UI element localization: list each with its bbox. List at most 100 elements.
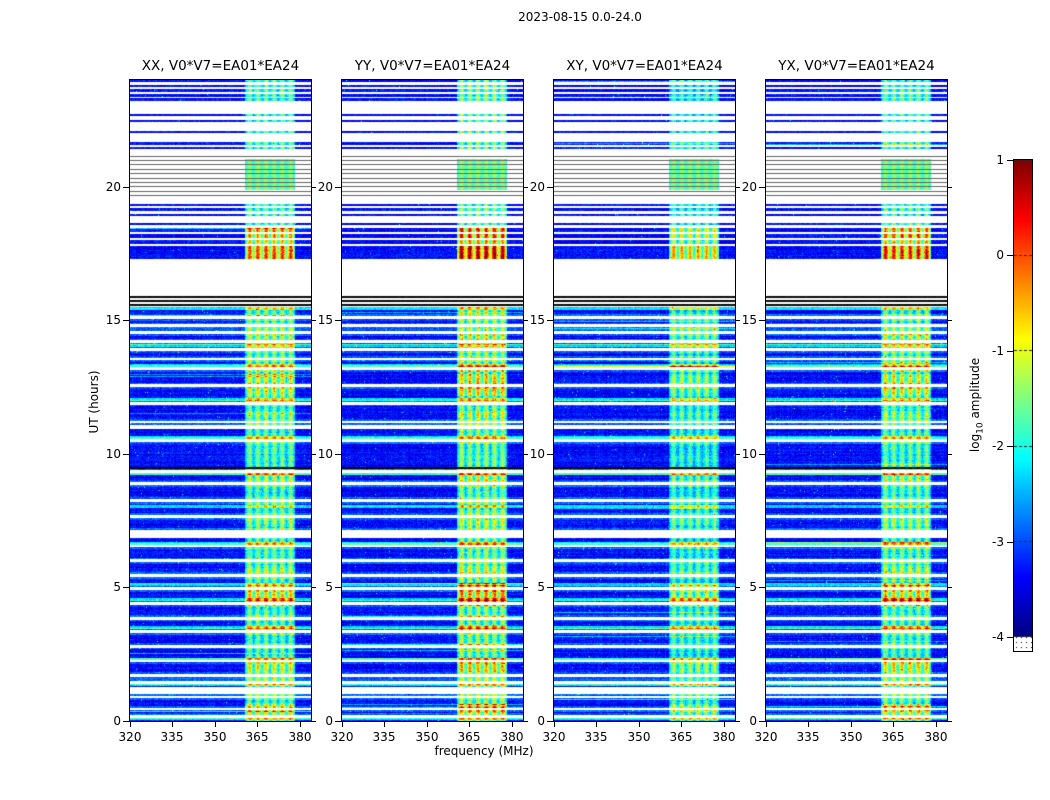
y-tick-label: 0 — [113, 714, 121, 728]
y-tick-mark — [759, 587, 765, 588]
colorbar-label-suffix: amplitude — [968, 357, 982, 423]
colorbar-tick-label: 0 — [996, 248, 1004, 262]
y-tick-mark-right — [736, 587, 740, 588]
y-tick-mark — [123, 721, 129, 722]
x-tick-mark — [469, 722, 470, 727]
x-tick-label: 335 — [796, 730, 820, 744]
y-tick-label: 5 — [325, 580, 333, 594]
x-tick-label: 380 — [288, 730, 312, 744]
panel-title-yy: YY, V0*V7=EA01*EA24 — [354, 58, 511, 74]
x-tick-mark — [257, 722, 258, 727]
x-tick-label: 350 — [203, 730, 227, 744]
x-tick-label: 350 — [627, 730, 651, 744]
x-tick-mark — [851, 722, 852, 727]
colorbar-label-sub: 10 — [975, 422, 986, 434]
x-tick-label: 320 — [118, 730, 142, 744]
x-tick-mark — [554, 722, 555, 727]
y-tick-mark — [759, 454, 765, 455]
x-tick-mark — [215, 722, 216, 727]
y-tick-mark — [123, 587, 129, 588]
colorbar-tick-label: -1 — [992, 344, 1004, 358]
colorbar-tick-mark — [1007, 446, 1013, 447]
y-tick-mark-right — [736, 187, 740, 188]
x-tick-label: 365 — [457, 730, 481, 744]
heatmap-canvas-xy — [554, 80, 735, 721]
y-tick-mark-right — [312, 454, 316, 455]
y-tick-mark — [335, 721, 341, 722]
y-tick-label: 15 — [741, 313, 757, 327]
y-tick-mark — [335, 320, 341, 321]
x-tick-label: 350 — [839, 730, 863, 744]
y-tick-label: 10 — [529, 447, 545, 461]
x-axis-label: frequency (MHz) — [434, 744, 534, 758]
y-tick-mark — [123, 187, 129, 188]
x-tick-mark — [512, 722, 513, 727]
y-tick-mark-right — [312, 721, 316, 722]
y-tick-mark — [335, 187, 341, 188]
x-tick-label: 365 — [881, 730, 905, 744]
y-tick-label: 20 — [741, 180, 757, 194]
y-tick-label: 20 — [105, 180, 121, 194]
colorbar-tick-mark — [1007, 542, 1013, 543]
colorbar-tick-mark — [1007, 255, 1013, 256]
heatmap-canvas-xx — [130, 80, 311, 721]
y-tick-label: 15 — [529, 313, 545, 327]
heatmap-canvas-yy — [342, 80, 523, 721]
figure-title: 2023-08-15 0.0-24.0 — [518, 10, 642, 24]
colorbar — [1013, 159, 1033, 652]
x-tick-label: 365 — [245, 730, 269, 744]
x-tick-label: 320 — [754, 730, 778, 744]
y-tick-mark — [547, 187, 553, 188]
heatmap-panel-xx — [129, 79, 312, 722]
y-tick-label: 20 — [317, 180, 333, 194]
y-tick-mark — [547, 587, 553, 588]
y-tick-mark-right — [948, 454, 952, 455]
x-tick-label: 335 — [160, 730, 184, 744]
y-tick-mark — [759, 320, 765, 321]
x-tick-label: 320 — [542, 730, 566, 744]
x-tick-mark — [427, 722, 428, 727]
y-tick-mark-right — [948, 721, 952, 722]
y-tick-mark-right — [736, 721, 740, 722]
x-tick-label: 380 — [712, 730, 736, 744]
colorbar-canvas — [1014, 160, 1032, 651]
panel-title-xx: XX, V0*V7=EA01*EA24 — [141, 58, 300, 74]
y-tick-mark-right — [312, 187, 316, 188]
x-tick-mark — [766, 722, 767, 727]
x-tick-mark — [130, 722, 131, 727]
y-tick-mark-right — [948, 320, 952, 321]
panel-title-yx: YX, V0*V7=EA01*EA24 — [778, 58, 935, 74]
x-tick-mark — [300, 722, 301, 727]
colorbar-tick-label: -2 — [992, 439, 1004, 453]
y-tick-label: 20 — [529, 180, 545, 194]
y-tick-label: 5 — [537, 580, 545, 594]
x-tick-label: 335 — [584, 730, 608, 744]
y-tick-label: 15 — [317, 313, 333, 327]
x-tick-mark — [936, 722, 937, 727]
heatmap-canvas-yx — [766, 80, 947, 721]
y-tick-mark-right — [736, 320, 740, 321]
x-tick-mark — [384, 722, 385, 727]
y-tick-label: 10 — [741, 447, 757, 461]
x-tick-label: 380 — [924, 730, 948, 744]
y-tick-label: 0 — [749, 714, 757, 728]
y-tick-label: 0 — [537, 714, 545, 728]
y-tick-mark — [335, 454, 341, 455]
colorbar-tick-label: -4 — [992, 630, 1004, 644]
y-tick-label: 10 — [105, 447, 121, 461]
y-tick-mark — [759, 187, 765, 188]
x-tick-mark — [639, 722, 640, 727]
x-tick-label: 365 — [669, 730, 693, 744]
x-tick-label: 320 — [330, 730, 354, 744]
x-tick-mark — [724, 722, 725, 727]
y-tick-mark-right — [524, 187, 528, 188]
heatmap-panel-yy — [341, 79, 524, 722]
heatmap-panel-xy — [553, 79, 736, 722]
colorbar-tick-mark — [1007, 160, 1013, 161]
x-tick-label: 335 — [372, 730, 396, 744]
y-tick-mark — [123, 454, 129, 455]
y-tick-mark — [547, 721, 553, 722]
y-tick-mark-right — [312, 587, 316, 588]
colorbar-tick-label: -3 — [992, 535, 1004, 549]
